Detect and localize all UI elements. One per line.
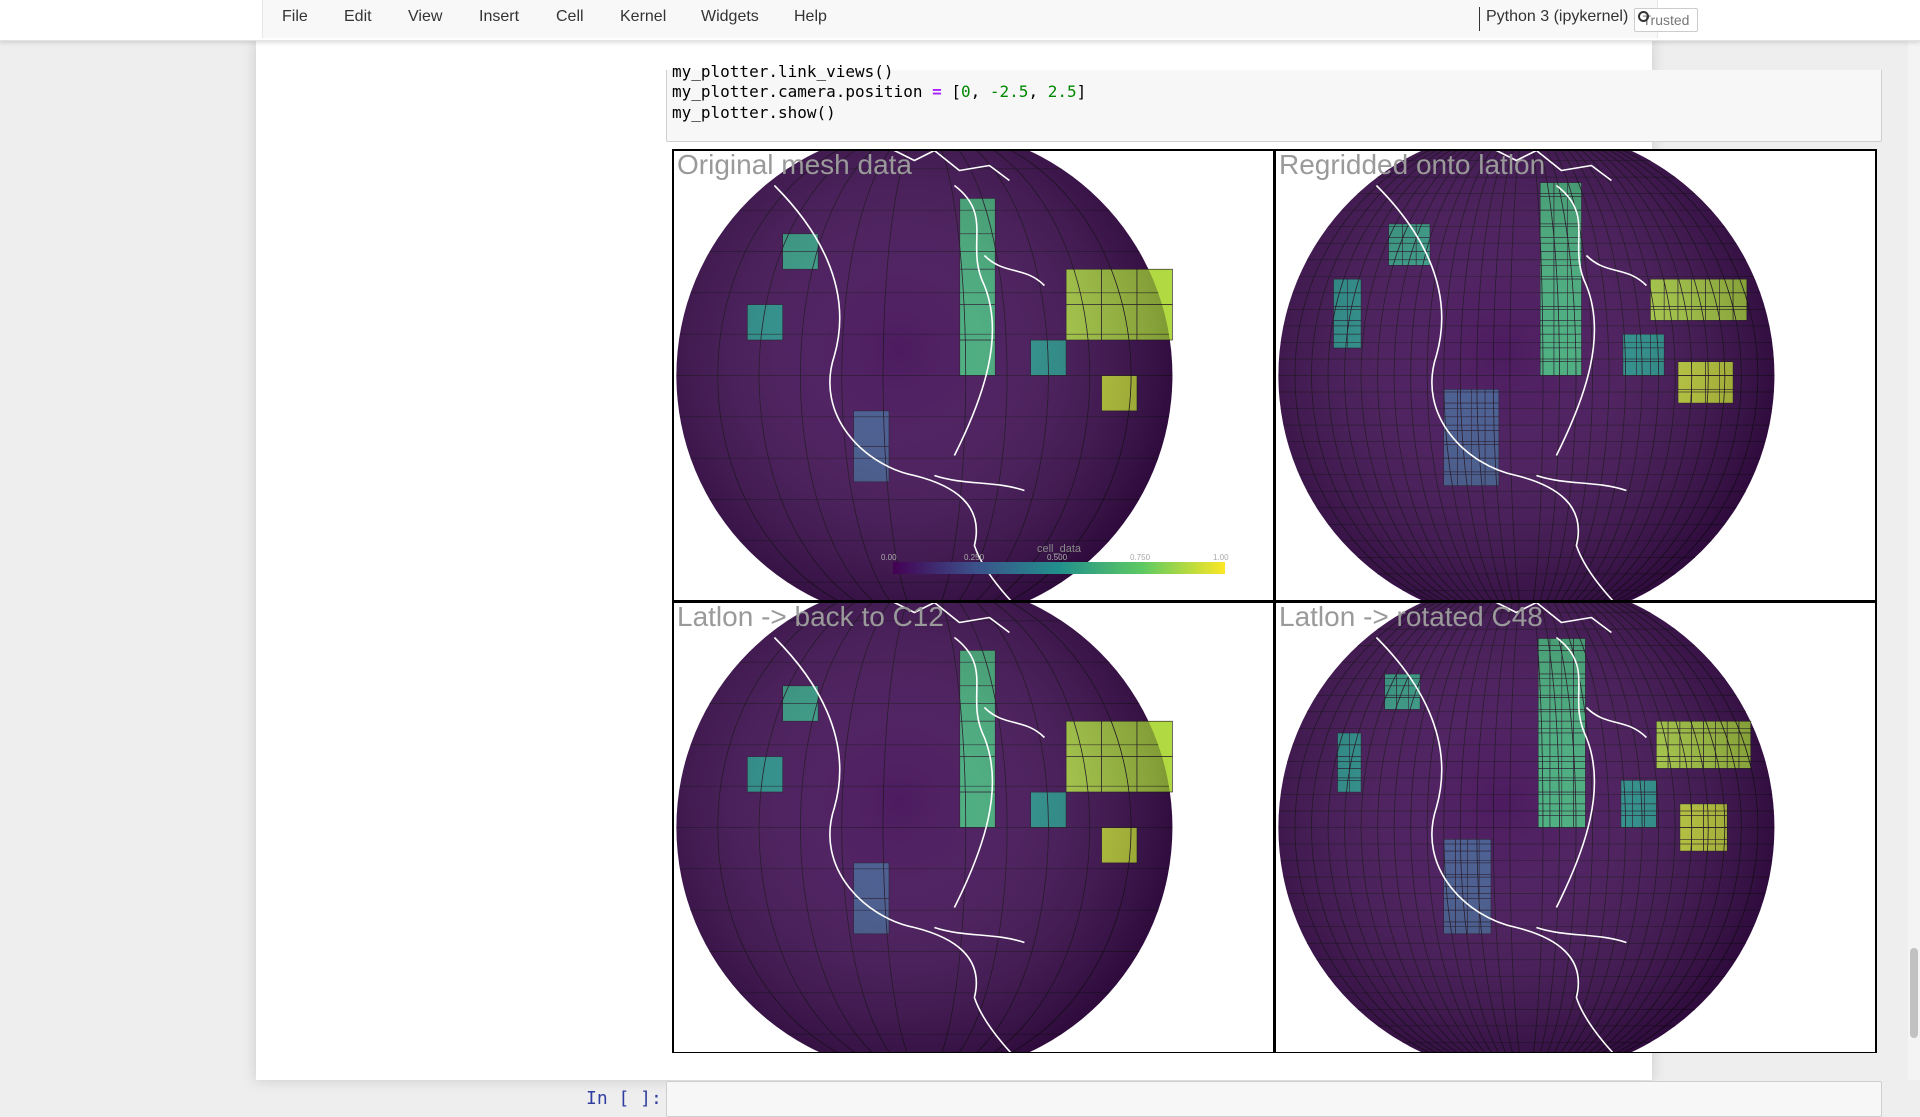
render-panel: Regridded onto latlon [1275, 149, 1876, 601]
kernel-idle-icon [1638, 11, 1649, 22]
code-token: , [1028, 82, 1048, 101]
render-panel: Latlon -> back to C12 [673, 601, 1274, 1053]
menu-insert[interactable]: Insert [479, 8, 520, 25]
globe-shading [1278, 602, 1775, 1053]
code-number: 0 [961, 82, 971, 101]
coastline [773, 602, 1045, 1053]
code-token: ] [1076, 82, 1087, 101]
code-token: [ [941, 82, 961, 101]
colorbar-tick-label: 0.750 [1130, 553, 1151, 562]
globe-shading [676, 602, 1173, 1053]
menubar-container: File Edit View Insert Cell Kernel Widget… [262, 0, 1698, 38]
colorbar: cell_data 0.00 0.250 0.500 0.750 1.00 [881, 543, 1229, 574]
colorbar-tick-label: 0.500 [1047, 553, 1068, 562]
pyvista-render[interactable]: Original mesh data Regridded onto latlon L… [673, 149, 1876, 1053]
empty-code-cell[interactable] [666, 1081, 1882, 1117]
code-cell-input[interactable]: my_plotter.link_views() my_plotter.camer… [666, 62, 1882, 142]
menu-help[interactable]: Help [794, 8, 827, 25]
panel-border [673, 150, 1274, 601]
scrollbar-thumb[interactable] [1910, 948, 1918, 1038]
code-operator: = [932, 82, 942, 101]
menu-widgets[interactable]: Widgets [701, 8, 759, 25]
code-number: 2.5 [1047, 82, 1077, 101]
render-panel: Original mesh data [673, 149, 1274, 601]
code-token: , [970, 82, 990, 101]
colorbar-gradient [893, 562, 1225, 574]
panel-title: Latlon -> back to C12 [677, 601, 944, 632]
colorbar-tick-label: 0.250 [964, 553, 985, 562]
globe-group [676, 150, 1173, 601]
code-line-2: my_plotter.camera.position = [0, -2.5, 2… [672, 82, 1086, 101]
panel-border [1275, 150, 1876, 601]
code-line-3: my_plotter.show() [672, 103, 836, 122]
scrollbar-track[interactable] [1908, 40, 1920, 1080]
panel-title: Original mesh data [677, 150, 912, 180]
notebook-menubar: File Edit View Insert Cell Kernel Widget… [0, 0, 1920, 41]
coastline [1375, 602, 1647, 1053]
code-line-1: my_plotter.link_views() [672, 62, 894, 81]
panel-title: Regridded onto latlon [1279, 150, 1545, 180]
globe-shading [676, 150, 1173, 601]
render-panel: Latlon -> rotated C48 [1275, 601, 1876, 1053]
kernel-separator [1479, 7, 1480, 31]
globe-group [676, 602, 1173, 1053]
plotter-output[interactable]: Original mesh data Regridded onto latlon L… [672, 149, 1877, 1053]
coastline [1375, 150, 1647, 601]
globe-shading [1278, 150, 1775, 601]
menu-kernel[interactable]: Kernel [620, 8, 667, 25]
input-prompt: In [ ]: [586, 1088, 662, 1109]
code-number: -2.5 [989, 82, 1029, 101]
panel-title: Latlon -> rotated C48 [1279, 601, 1543, 632]
colorbar-tick-label: 0.00 [881, 553, 897, 562]
notebook-content: my_plotter.link_views() my_plotter.camer… [256, 40, 1882, 1117]
kernel-name[interactable]: Python 3 (ipykernel) [1486, 8, 1629, 25]
globe-group [1278, 150, 1775, 601]
menu-cell[interactable]: Cell [556, 8, 584, 25]
menu-file[interactable]: File [282, 8, 308, 25]
colorbar-title: cell_data [1037, 543, 1082, 555]
colorbar-tick-label: 1.00 [1213, 553, 1229, 562]
menu-view[interactable]: View [408, 8, 443, 25]
coastline [773, 150, 1045, 601]
globe-group [1278, 602, 1775, 1053]
menu-edit[interactable]: Edit [344, 8, 372, 25]
code-token: my_plotter.camera.position [672, 82, 933, 101]
